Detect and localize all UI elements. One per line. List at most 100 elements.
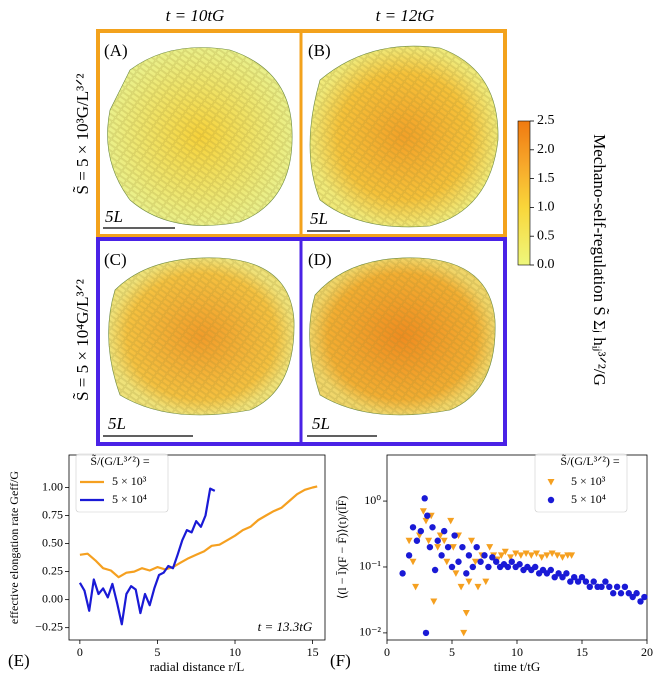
legend-swatch xyxy=(547,496,555,504)
panel-label: (D) xyxy=(308,250,332,269)
point xyxy=(434,544,442,551)
point xyxy=(413,537,421,544)
y-tick-label: 0.50 xyxy=(42,535,63,549)
x-tick-label: 10 xyxy=(511,645,523,659)
panel-d xyxy=(309,257,496,416)
point xyxy=(460,629,468,637)
legend-label: 5 × 10³ xyxy=(112,474,147,488)
point xyxy=(617,590,625,597)
row-label: S̃ = 5 × 10³G/L³ᐟ² xyxy=(73,73,92,194)
point xyxy=(412,583,420,591)
colorbar-tick-label: 2.0 xyxy=(537,142,555,157)
colorbar-tick-label: 2.5 xyxy=(537,113,555,128)
point xyxy=(449,544,457,551)
point xyxy=(517,552,525,559)
point xyxy=(567,578,574,585)
panel-label: (C) xyxy=(104,250,127,269)
point xyxy=(501,548,509,556)
point xyxy=(582,578,590,585)
x-tick-label: 20 xyxy=(641,645,653,659)
point xyxy=(637,598,644,605)
annotation: t = 13.3tG xyxy=(258,619,313,634)
point xyxy=(533,550,540,558)
point xyxy=(613,583,621,591)
point xyxy=(434,537,441,544)
point xyxy=(474,583,482,591)
point xyxy=(547,566,554,574)
point xyxy=(459,543,466,551)
legend-swatch xyxy=(547,479,555,486)
line-series xyxy=(79,485,318,579)
point xyxy=(440,537,448,545)
legend-label: 5 × 10⁴ xyxy=(571,492,606,506)
y-axis-label: effective elongation rate Geff/G xyxy=(7,471,21,624)
point xyxy=(489,554,496,561)
y-tick-label: 10⁻¹ xyxy=(359,559,381,573)
legend-box xyxy=(75,453,169,513)
scale-label: 5L xyxy=(105,207,123,226)
y-tick-label: −0.25 xyxy=(35,619,63,633)
x-tick-label: 15 xyxy=(307,645,319,659)
line-series xyxy=(78,487,216,626)
panel-a xyxy=(107,47,293,226)
point xyxy=(447,517,455,525)
point xyxy=(512,550,520,558)
x-tick-label: 15 xyxy=(576,645,588,659)
panel-label: (F) xyxy=(330,651,351,670)
point xyxy=(430,598,438,605)
point xyxy=(548,550,556,558)
point xyxy=(621,583,629,591)
x-tick-label: 10 xyxy=(229,645,241,659)
legend-box xyxy=(534,453,628,513)
point xyxy=(586,583,593,591)
point xyxy=(451,532,458,539)
point xyxy=(590,578,597,585)
colorbar-tick-label: 1.5 xyxy=(537,171,555,186)
point xyxy=(405,552,413,559)
point xyxy=(559,554,566,561)
point xyxy=(516,561,523,568)
point xyxy=(431,566,439,574)
point xyxy=(574,578,582,585)
point xyxy=(598,583,605,591)
point xyxy=(641,593,648,601)
panel-label: (B) xyxy=(308,41,331,60)
point xyxy=(571,573,578,581)
y-tick-label: 0.75 xyxy=(42,507,63,521)
point xyxy=(486,544,494,551)
column-header: t = 10tG xyxy=(166,6,225,25)
point xyxy=(424,512,431,519)
point xyxy=(563,570,570,577)
legend-title: S̃/(G/L³ᐟ²) = xyxy=(90,453,150,467)
panel-c xyxy=(108,257,295,416)
y-tick-label: 10⁰ xyxy=(364,493,381,507)
point xyxy=(426,543,434,551)
point xyxy=(497,552,505,559)
point xyxy=(448,563,456,571)
y-axis-label: ⟨(l − l̄)(F − F̄)⟩(t)/(l̄F̄) xyxy=(335,496,349,600)
x-axis-label: radial distance r/L xyxy=(150,659,245,674)
point xyxy=(457,583,465,591)
point xyxy=(419,508,427,515)
point xyxy=(532,563,539,571)
x-tick-label: 5 xyxy=(449,645,455,659)
point xyxy=(482,578,490,586)
point xyxy=(468,537,475,545)
point xyxy=(455,558,462,565)
point xyxy=(481,552,488,559)
point xyxy=(610,590,617,597)
point xyxy=(477,558,484,565)
point xyxy=(443,558,451,566)
point xyxy=(543,552,551,559)
panel-label: (A) xyxy=(104,41,128,60)
colorbar-label: Mechano-self-regulation S̃ Σⱼ hᵢⱼ³ᐟ²/G xyxy=(590,134,609,386)
colorbar-tick-label: 0.5 xyxy=(537,228,555,243)
point xyxy=(421,495,428,502)
point xyxy=(463,570,470,577)
point xyxy=(538,554,546,561)
point xyxy=(473,543,480,551)
axes-frame xyxy=(68,454,326,641)
x-tick-label: 5 xyxy=(154,645,160,659)
point xyxy=(441,527,448,535)
